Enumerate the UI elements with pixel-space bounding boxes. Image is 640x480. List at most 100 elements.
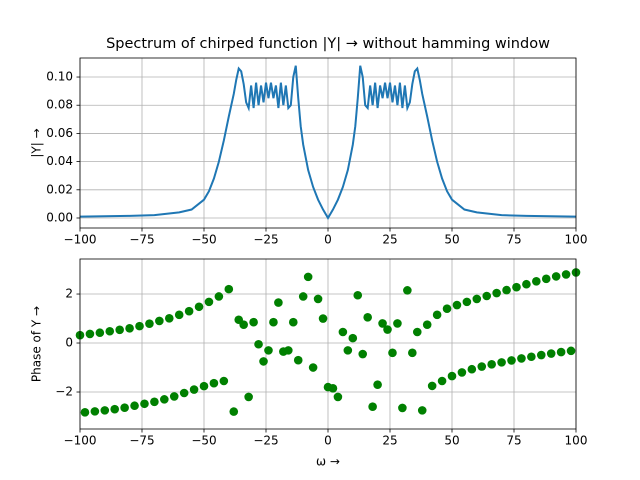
- axes-frame: [79, 57, 577, 229]
- data-point: [293, 355, 303, 365]
- data-point: [308, 363, 318, 372]
- x-tick-label: 50: [444, 233, 459, 247]
- data-point: [169, 392, 179, 401]
- data-point: [368, 402, 377, 412]
- data-point: [556, 347, 566, 357]
- y-tick-label: 0.06: [46, 126, 73, 140]
- data-point: [150, 397, 159, 407]
- data-point: [313, 294, 323, 304]
- data-point: [507, 356, 516, 365]
- y-tick-label: 0.04: [46, 154, 73, 168]
- data-point: [541, 274, 551, 284]
- data-point: [338, 327, 348, 337]
- data-point: [174, 310, 184, 320]
- x-axis-label: ω →: [316, 455, 340, 469]
- data-point: [204, 297, 214, 307]
- data-point: [95, 328, 105, 338]
- data-point: [412, 327, 422, 337]
- data-point: [194, 302, 204, 312]
- data-point: [447, 371, 457, 381]
- data-point: [80, 408, 90, 417]
- data-point: [244, 392, 253, 402]
- data-point: [477, 362, 487, 371]
- data-point: [378, 319, 387, 328]
- data-point: [566, 346, 576, 356]
- data-point: [110, 404, 120, 414]
- chart-title: Spectrum of chirped function |Y| → witho…: [106, 36, 550, 52]
- data-point: [532, 276, 541, 286]
- data-point: [363, 312, 372, 322]
- data-point: [398, 403, 407, 413]
- x-tick-label: 100: [565, 434, 588, 448]
- data-point: [546, 349, 556, 358]
- data-point: [130, 401, 139, 411]
- data-point: [373, 380, 382, 389]
- data-point: [284, 346, 293, 355]
- data-point: [551, 272, 561, 281]
- data-point: [125, 324, 134, 333]
- x-tick-label: 100: [565, 233, 588, 247]
- data-point: [164, 313, 174, 323]
- y-tick-label: 0.08: [46, 98, 73, 112]
- data-point: [239, 320, 248, 329]
- data-point: [288, 317, 298, 327]
- data-point: [224, 284, 234, 294]
- x-tick-label: −50: [191, 233, 216, 247]
- data-point: [219, 376, 229, 386]
- data-point: [135, 321, 144, 331]
- data-point: [437, 376, 447, 386]
- data-point: [274, 298, 283, 307]
- data-point: [358, 349, 368, 359]
- data-point: [145, 319, 154, 328]
- data-point: [417, 406, 427, 415]
- x-tick-label: −100: [64, 434, 97, 448]
- data-point: [254, 339, 263, 349]
- data-point: [343, 346, 353, 355]
- data-point: [115, 325, 124, 335]
- x-tick-label: −25: [253, 233, 278, 247]
- data-point: [249, 317, 258, 327]
- data-point: [229, 407, 239, 416]
- data-point: [298, 292, 308, 301]
- x-tick-label: 75: [506, 434, 521, 448]
- data-point: [427, 381, 437, 391]
- data-point: [403, 286, 412, 295]
- x-tick-label: −50: [191, 434, 216, 448]
- data-point: [457, 368, 467, 377]
- data-point: [482, 291, 492, 301]
- data-point: [120, 403, 129, 412]
- data-point: [467, 364, 477, 374]
- data-point: [189, 385, 199, 394]
- data-point: [492, 288, 501, 298]
- x-tick-label: −75: [129, 233, 154, 247]
- y-tick-label: 0.02: [46, 182, 73, 196]
- data-point: [497, 358, 506, 367]
- y-axis-label: Phase of Y →: [30, 306, 44, 382]
- data-point: [388, 348, 397, 358]
- x-tick-label: 25: [382, 233, 397, 247]
- data-point: [90, 407, 100, 416]
- y-tick-label: 0.00: [46, 210, 73, 224]
- x-tick-label: 0: [324, 233, 332, 247]
- data-point: [472, 294, 482, 304]
- x-tick-label: −75: [129, 434, 154, 448]
- data-point: [333, 392, 343, 402]
- data-point: [442, 304, 452, 314]
- y-tick-label: −2: [55, 385, 73, 399]
- data-point: [517, 354, 526, 363]
- data-point: [199, 381, 209, 391]
- data-point: [328, 384, 338, 393]
- y-tick-label: 2: [65, 287, 73, 301]
- y-tick-label: 0: [65, 336, 73, 350]
- data-point: [85, 329, 95, 339]
- x-tick-label: −100: [64, 233, 97, 247]
- data-point: [318, 314, 328, 323]
- data-point: [452, 300, 462, 310]
- data-point: [393, 319, 402, 328]
- axes-frame: [79, 258, 577, 430]
- data-point: [160, 395, 169, 404]
- data-point: [422, 320, 432, 329]
- data-point: [383, 325, 392, 334]
- data-point: [512, 282, 521, 292]
